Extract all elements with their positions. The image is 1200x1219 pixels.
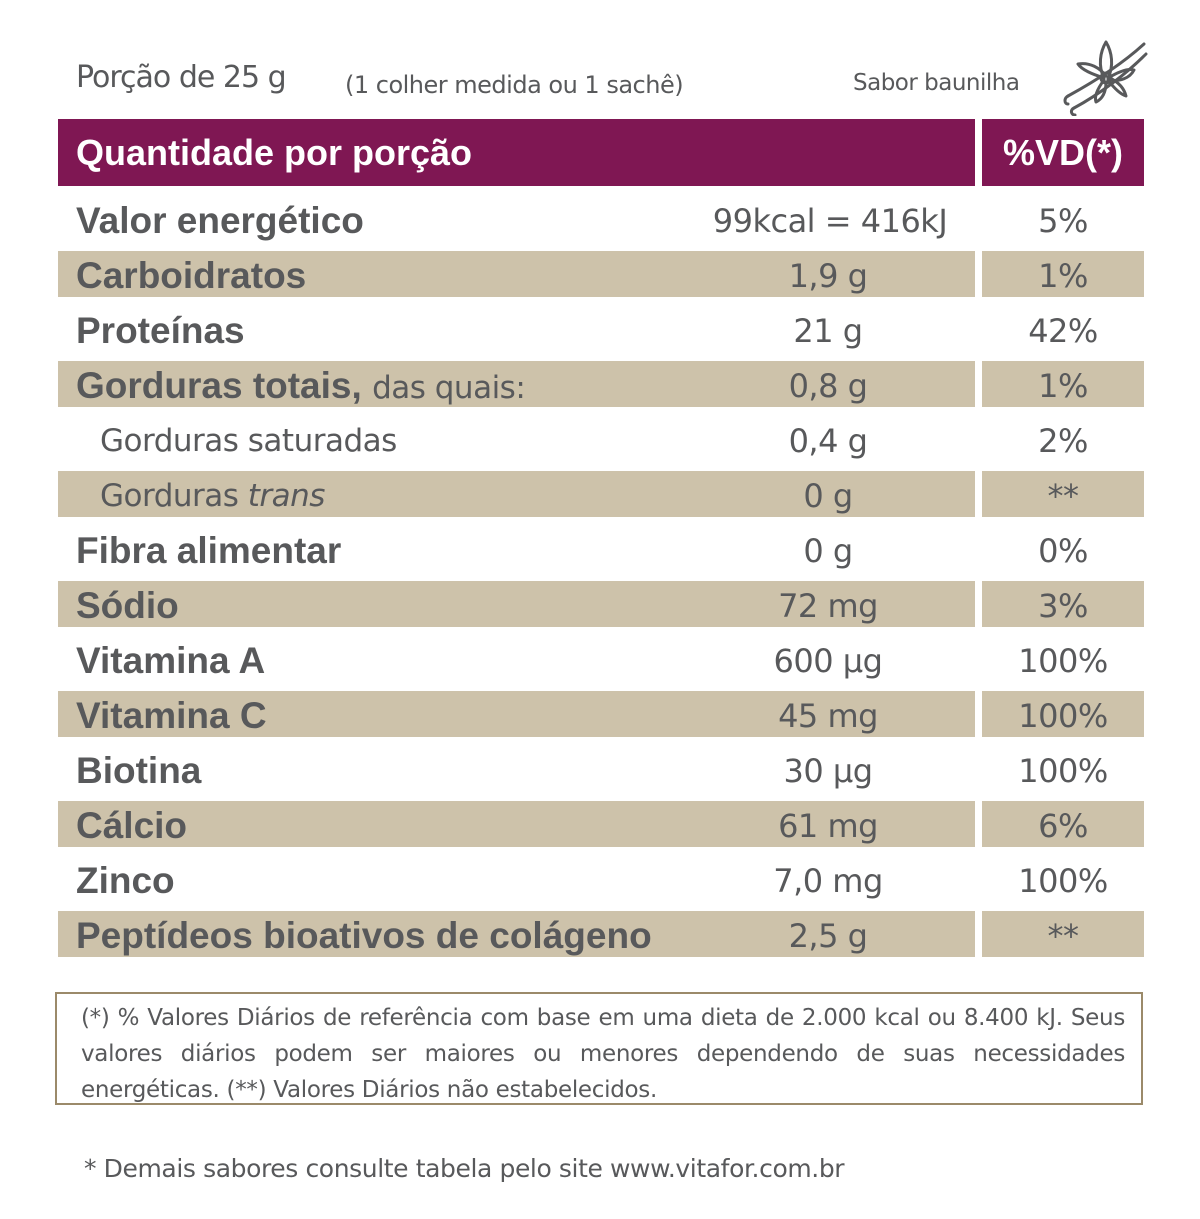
nutrient-vd: 5% xyxy=(1038,202,1088,240)
nutrient-name: Vitamina C xyxy=(76,693,267,739)
nutrient-name: Sódio xyxy=(76,583,179,629)
nutrient-vd: 3% xyxy=(1038,587,1088,625)
table-row: Carboidratos 1,9 g 1% xyxy=(0,251,1200,306)
nutrient-name-text: Gorduras totais, xyxy=(76,365,362,406)
table-row: Peptídeos bioativos de colágeno 2,5 g ** xyxy=(0,911,1200,966)
nutrient-vd: ** xyxy=(1047,477,1080,515)
row-band xyxy=(58,911,975,957)
table-row: Vitamina C 45 mg 100% xyxy=(0,691,1200,746)
nutrient-qualifier: trans xyxy=(247,478,326,514)
nutrient-name: Cálcio xyxy=(76,803,187,849)
nutrient-amount: 72 mg xyxy=(778,587,878,625)
row-band xyxy=(58,251,975,297)
table-row: Cálcio 61 mg 6% xyxy=(0,801,1200,856)
nutrient-vd: 100% xyxy=(1018,862,1108,900)
table-row: Gorduras totais, das quais: 0,8 g 1% xyxy=(0,361,1200,416)
nutrient-name-text: Biotina xyxy=(76,750,202,791)
row-band xyxy=(982,691,1144,737)
nutrient-name-text: Vitamina C xyxy=(76,695,267,736)
row-band xyxy=(58,361,975,407)
nutrient-name: Vitamina A xyxy=(76,638,265,684)
nutrient-vd: 42% xyxy=(1028,312,1098,350)
nutrient-amount: 7,0 mg xyxy=(773,862,883,900)
nutrient-name: Gorduras totais, das quais: xyxy=(76,363,526,411)
table-row: Proteínas 21 g 42% xyxy=(0,306,1200,361)
nutrient-vd: 1% xyxy=(1038,367,1088,405)
nutrient-name: Gorduras trans xyxy=(100,473,325,519)
row-band xyxy=(58,801,975,847)
nutrient-vd: ** xyxy=(1047,917,1080,955)
table-row: Zinco 7,0 mg 100% xyxy=(0,856,1200,911)
flavor-label: Sabor baunilha xyxy=(853,70,1020,96)
nutrient-amount: 1,9 g xyxy=(788,257,868,295)
nutrient-amount: 61 mg xyxy=(778,807,878,845)
nutrient-name: Biotina xyxy=(76,748,201,794)
row-band xyxy=(982,911,1144,957)
nutrient-vd: 6% xyxy=(1038,807,1088,845)
nutrient-amount: 0 g xyxy=(803,477,853,515)
row-band xyxy=(982,251,1144,297)
row-band xyxy=(982,801,1144,847)
nutrient-name-text: Fibra alimentar xyxy=(76,530,342,571)
table-row: Gorduras saturadas 0,4 g 2% xyxy=(0,416,1200,471)
row-band xyxy=(982,471,1144,517)
nutrient-vd: 2% xyxy=(1038,422,1088,460)
nutrient-name-text: Valor energético xyxy=(76,200,364,241)
header-vd: %VD(*) xyxy=(982,119,1144,186)
table-row: Sódio 72 mg 3% xyxy=(0,581,1200,636)
nutrient-amount: 0 g xyxy=(803,532,853,570)
table-row: Biotina 30 µg 100% xyxy=(0,746,1200,801)
row-band xyxy=(58,691,975,737)
nutrient-amount: 600 µg xyxy=(773,642,883,680)
nutrient-amount: 99kcal = 416kJ xyxy=(712,202,948,240)
table-row: Gorduras trans 0 g ** xyxy=(0,471,1200,526)
row-band xyxy=(58,471,975,517)
nutrient-name: Peptídeos bioativos de colágeno xyxy=(76,913,652,959)
nutrient-vd: 100% xyxy=(1018,642,1108,680)
vanilla-flower-icon xyxy=(1063,40,1148,116)
nutrient-qualifier: das quais: xyxy=(372,370,526,406)
nutrient-vd: 0% xyxy=(1038,532,1088,570)
header-quantity: Quantidade por porção xyxy=(58,119,975,186)
nutrient-amount: 30 µg xyxy=(783,752,873,790)
table-row: Vitamina A 600 µg 100% xyxy=(0,636,1200,691)
nutrient-amount: 0,8 g xyxy=(788,367,868,405)
nutrient-name: Carboidratos xyxy=(76,253,306,299)
nutrient-amount: 2,5 g xyxy=(788,917,868,955)
nutrient-vd: 100% xyxy=(1018,697,1108,735)
nutrient-vd: 1% xyxy=(1038,257,1088,295)
row-band xyxy=(982,361,1144,407)
nutrient-amount: 45 mg xyxy=(778,697,878,735)
nutrient-name-text: Zinco xyxy=(76,860,175,901)
nutrient-name-text: Peptídeos bioativos de colágeno xyxy=(76,915,652,956)
nutrient-name-text: Proteínas xyxy=(76,310,245,351)
row-band xyxy=(58,581,975,627)
table-row: Valor energético 99kcal = 416kJ 5% xyxy=(0,196,1200,251)
nutrient-name-text: Gorduras saturadas xyxy=(100,423,397,459)
nutrient-name: Valor energético xyxy=(76,198,364,244)
nutrient-amount: 21 g xyxy=(793,312,863,350)
footnote-box: (*) % Valores Diários de referência com … xyxy=(55,992,1143,1105)
nutrient-name-text: Gorduras xyxy=(100,478,239,514)
nutrient-name-text: Cálcio xyxy=(76,805,188,846)
serving-size: Porção de 25 g xyxy=(76,60,287,95)
nutrient-name: Zinco xyxy=(76,858,175,904)
nutrient-name: Proteínas xyxy=(76,308,245,354)
nutrient-name: Gorduras saturadas xyxy=(100,418,397,464)
nutrient-name: Fibra alimentar xyxy=(76,528,341,574)
nutrient-name-text: Sódio xyxy=(76,585,179,626)
nutrient-amount: 0,4 g xyxy=(788,422,868,460)
footer-note: * Demais sabores consulte tabela pelo si… xyxy=(84,1154,845,1183)
table-row: Fibra alimentar 0 g 0% xyxy=(0,526,1200,581)
nutrient-name-text: Vitamina A xyxy=(76,640,266,681)
row-band xyxy=(982,581,1144,627)
serving-note: (1 colher medida ou 1 sachê) xyxy=(345,71,684,99)
nutrient-name-text: Carboidratos xyxy=(76,255,307,296)
nutrient-vd: 100% xyxy=(1018,752,1108,790)
